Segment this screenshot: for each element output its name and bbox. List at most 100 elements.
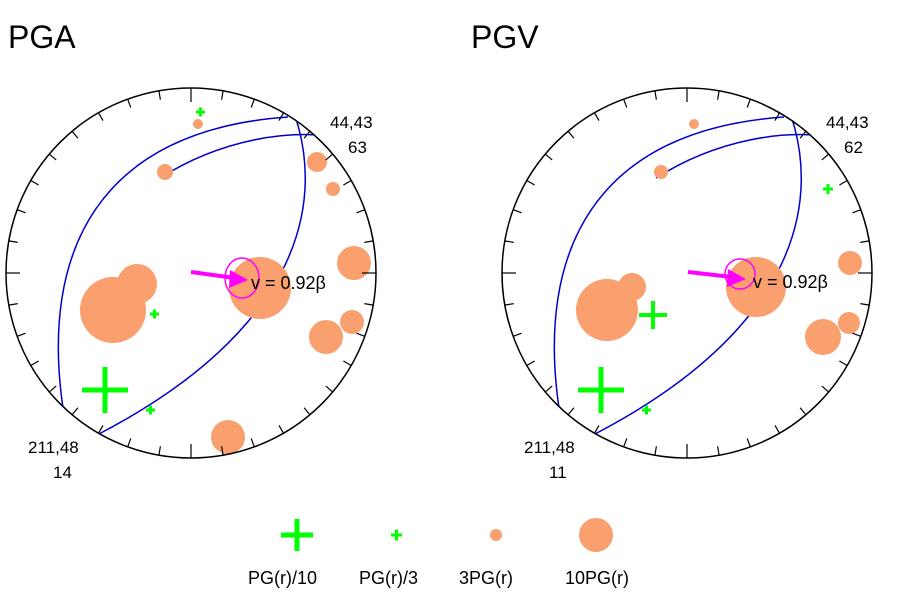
tick-mark xyxy=(8,240,18,243)
positive-residual-circle xyxy=(309,320,343,354)
negative-residual-plus xyxy=(642,405,651,415)
positive-residual-circle xyxy=(229,257,291,319)
tick-mark xyxy=(526,360,535,367)
tick-mark xyxy=(250,438,255,448)
negative-residual-plus xyxy=(150,309,159,319)
rupture-velocity-label: v = 0.92β xyxy=(251,273,326,293)
nodal-plane-arc xyxy=(96,101,306,436)
tick-mark xyxy=(71,407,79,416)
legend-item-circle-small: 3PG(r) xyxy=(459,529,513,588)
positive-residual-circle xyxy=(805,319,841,355)
legend-item-plus-small: PG(r)/3 xyxy=(359,529,418,588)
positive-residual-circle xyxy=(326,182,340,196)
tick-mark xyxy=(158,446,161,456)
stereonet xyxy=(553,101,862,436)
tick-mark xyxy=(654,446,657,456)
positive-residual-circle xyxy=(211,420,245,454)
tick-mark xyxy=(97,425,104,434)
legend-item-circle-large: 10PG(r) xyxy=(565,518,629,588)
negative-residual-plus xyxy=(82,367,128,413)
positive-residual-circle xyxy=(340,310,364,334)
nodal-plane-arc xyxy=(553,116,785,409)
tick-mark xyxy=(343,179,352,186)
tick-mark xyxy=(567,407,575,416)
plane-label-lower-value: 14 xyxy=(53,463,72,482)
positive-residual-circle xyxy=(654,165,668,179)
positive-residual-circle xyxy=(689,119,699,129)
tick-mark xyxy=(325,385,334,393)
tick-mark xyxy=(746,98,751,108)
circle-large-icon xyxy=(579,518,613,552)
plane-label-upper-value: 62 xyxy=(844,138,863,157)
panel-pgv: PGV xyxy=(471,19,873,482)
tick-mark xyxy=(504,303,514,306)
positive-residual-circle xyxy=(726,257,786,317)
positive-residual-circle xyxy=(618,273,646,301)
tick-mark xyxy=(303,407,311,416)
legend-label: PG(r)/3 xyxy=(359,568,418,588)
tick-mark xyxy=(593,425,600,434)
rupture-direction-arrow xyxy=(687,269,746,287)
tick-mark xyxy=(278,112,285,121)
tick-mark xyxy=(799,130,807,139)
positive-residual-circle xyxy=(337,246,371,280)
tick-mark xyxy=(821,385,830,393)
tick-mark xyxy=(717,90,720,100)
tick-mark xyxy=(30,179,39,186)
legend: PG(r)/10 PG(r)/3 3PG(r) 10PG(r) xyxy=(248,518,629,588)
tick-mark xyxy=(852,209,862,214)
tick-mark xyxy=(364,240,374,243)
positive-residual-circle xyxy=(117,264,157,304)
tick-mark xyxy=(16,332,26,337)
tick-mark xyxy=(48,153,57,161)
negative-residual-plus xyxy=(196,107,205,117)
plane-label-upper-value: 63 xyxy=(348,138,367,157)
tick-mark xyxy=(852,332,862,337)
tick-mark xyxy=(325,153,334,161)
tick-mark xyxy=(799,407,807,416)
nodal-plane-arc xyxy=(592,101,802,436)
tick-mark xyxy=(774,112,781,121)
positive-residual-circle xyxy=(838,251,862,275)
negative-residual-plus xyxy=(639,301,667,329)
negative-residual-plus xyxy=(146,405,155,415)
tick-mark xyxy=(623,438,628,448)
tick-mark xyxy=(544,385,553,393)
positive-residual-circle xyxy=(193,119,203,129)
tick-mark xyxy=(860,303,870,306)
tick-mark xyxy=(16,209,26,214)
legend-label: PG(r)/10 xyxy=(248,568,317,588)
legend-label: 3PG(r) xyxy=(459,568,513,588)
tick-mark xyxy=(593,112,600,121)
panel-pga: PGA xyxy=(5,19,377,482)
negative-residual-plus xyxy=(823,184,833,194)
tick-mark xyxy=(30,360,39,367)
tick-mark xyxy=(860,240,870,243)
tick-mark xyxy=(717,446,720,456)
stereonet-ticks xyxy=(502,88,872,458)
tick-mark xyxy=(303,130,311,139)
tick-mark xyxy=(512,332,522,337)
tick-mark xyxy=(504,240,514,243)
tick-mark xyxy=(356,209,366,214)
tick-mark xyxy=(278,425,285,434)
tick-mark xyxy=(221,446,224,456)
tick-mark xyxy=(839,179,848,186)
plane-label-lower: 211,48 xyxy=(524,438,575,457)
negative-residual-plus xyxy=(578,367,624,413)
panel-title: PGA xyxy=(8,19,76,55)
tick-mark xyxy=(623,98,628,108)
tick-mark xyxy=(654,90,657,100)
panel-title: PGV xyxy=(471,19,539,55)
tick-mark xyxy=(158,90,161,100)
tick-mark xyxy=(250,98,255,108)
tick-mark xyxy=(544,153,553,161)
tick-mark xyxy=(48,385,57,393)
tick-mark xyxy=(567,130,575,139)
tick-mark xyxy=(356,332,366,337)
tick-mark xyxy=(839,360,848,367)
legend-item-plus-large: PG(r)/10 xyxy=(248,519,317,588)
nodal-plane-arc xyxy=(57,116,289,409)
tick-mark xyxy=(821,153,830,161)
